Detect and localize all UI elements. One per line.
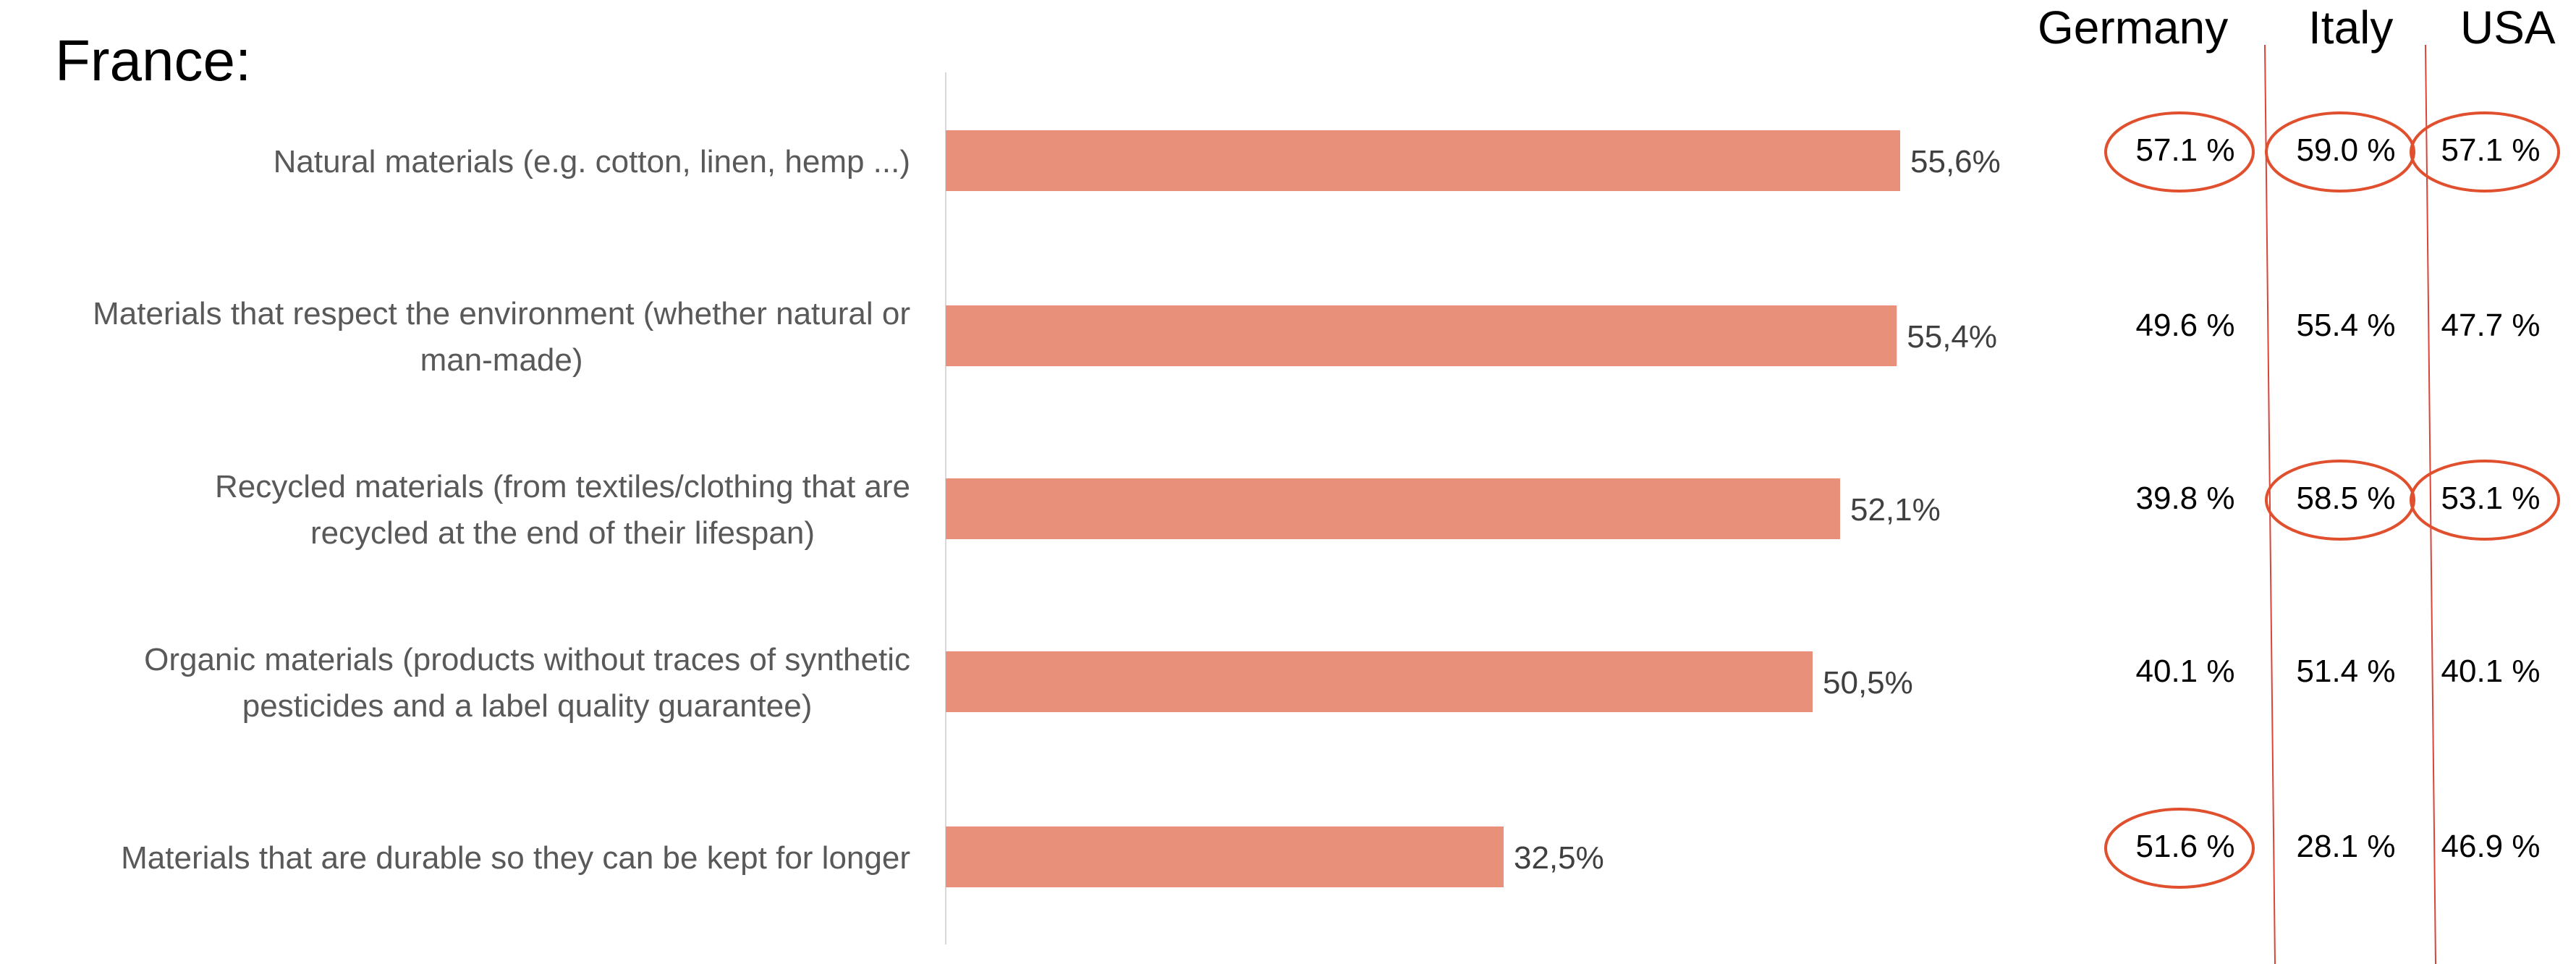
comparison-value: 59.0 % bbox=[2296, 132, 2396, 168]
column-header-germany: Germany bbox=[2038, 1, 2229, 54]
divider-line bbox=[2425, 44, 2436, 964]
comparison-value: 57.1 % bbox=[2441, 132, 2541, 168]
comparison-value: 51.6 % bbox=[2135, 829, 2235, 864]
comparison-value: 28.1 % bbox=[2296, 829, 2396, 864]
category-label: Natural materials (e.g. cotton, linen, h… bbox=[274, 144, 910, 179]
category-label: recycled at the end of their lifespan) bbox=[310, 515, 815, 551]
bar-value-label: 55,4% bbox=[1907, 319, 1997, 355]
category-label: Organic materials (products without trac… bbox=[144, 642, 910, 677]
bar-value-label: 55,6% bbox=[1910, 144, 2001, 179]
bar-value-label: 50,5% bbox=[1823, 665, 1913, 701]
comparison-value: 53.1 % bbox=[2441, 481, 2541, 516]
divider-line bbox=[2264, 44, 2276, 964]
comparison-value: 51.4 % bbox=[2296, 654, 2396, 689]
comparison-value: 39.8 % bbox=[2135, 481, 2235, 516]
comparison-value: 57.1 % bbox=[2135, 132, 2235, 168]
category-label: Recycled materials (from textiles/clothi… bbox=[215, 469, 910, 504]
category-label: man-made) bbox=[420, 342, 583, 378]
comparison-value: 46.9 % bbox=[2441, 829, 2541, 864]
comparison-value: 40.1 % bbox=[2135, 654, 2235, 689]
bar bbox=[946, 651, 1813, 712]
column-header-italy: Italy bbox=[2308, 1, 2394, 54]
highlight-circle bbox=[2265, 460, 2415, 541]
highlight-circle bbox=[2265, 111, 2415, 193]
highlight-circle bbox=[2410, 111, 2560, 193]
highlight-circle bbox=[2104, 808, 2255, 889]
bar bbox=[946, 305, 1897, 366]
bar-value-label: 32,5% bbox=[1514, 840, 1604, 876]
comparison-value: 58.5 % bbox=[2296, 481, 2396, 516]
page-title: France: bbox=[55, 28, 252, 93]
comparison-value: 55.4 % bbox=[2296, 308, 2396, 343]
comparison-value: 47.7 % bbox=[2441, 308, 2541, 343]
category-label: Materials that are durable so they can b… bbox=[121, 840, 910, 876]
bar-value-label: 52,1% bbox=[1850, 492, 1941, 528]
category-label: Materials that respect the environment (… bbox=[93, 296, 910, 331]
column-header-usa: USA bbox=[2460, 1, 2556, 54]
bar bbox=[946, 478, 1840, 539]
highlight-circle bbox=[2410, 460, 2560, 541]
bar bbox=[946, 130, 1900, 191]
bar bbox=[946, 826, 1504, 887]
comparison-value: 40.1 % bbox=[2441, 654, 2541, 689]
category-label: pesticides and a label quality guarantee… bbox=[242, 688, 813, 724]
comparison-value: 49.6 % bbox=[2135, 308, 2235, 343]
highlight-circle bbox=[2104, 111, 2255, 193]
